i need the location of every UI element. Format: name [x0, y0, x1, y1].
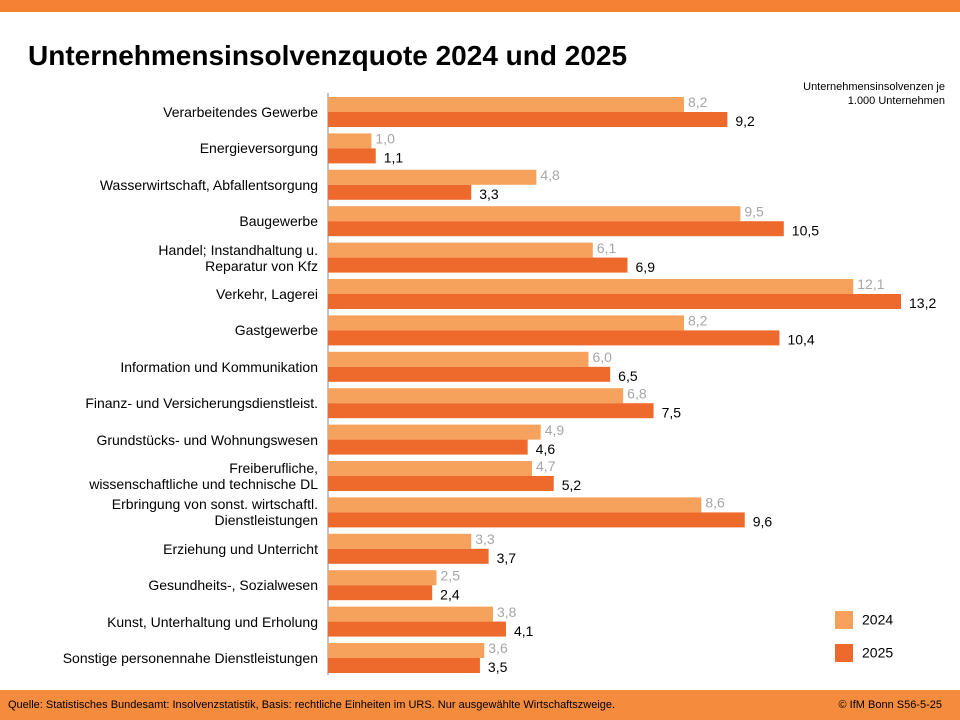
bar — [328, 585, 433, 601]
value-label: 6,8 — [627, 385, 647, 401]
y-tick-label: Sonstige personennahe Dienstleistungen — [62, 650, 318, 666]
top-band — [0, 0, 960, 12]
value-label: 6,0 — [592, 349, 612, 365]
bar — [328, 133, 372, 149]
y-tick-label: Baugewerbe — [239, 213, 318, 230]
value-label: 3,6 — [488, 640, 508, 656]
legend-label: 2025 — [862, 645, 893, 661]
footer-band — [0, 690, 960, 720]
bar — [328, 658, 480, 673]
bar — [328, 439, 528, 455]
y-tick-label: Finanz- und Versicherungsdienstleist. — [85, 395, 318, 412]
bar — [328, 533, 472, 549]
value-label: 4,9 — [545, 422, 565, 438]
value-label: 10,4 — [787, 332, 814, 348]
y-tick-label: Information und Kommunikation — [120, 358, 318, 375]
bar — [328, 279, 854, 294]
y-tick-label: Wasserwirtschaft, Abfallentsorgung — [99, 176, 318, 193]
bar — [328, 97, 684, 112]
bar — [328, 424, 541, 440]
y-tick-label: Erbringung von sonst. wirtschaftl. Diens… — [111, 496, 318, 529]
value-label: 3,5 — [488, 659, 508, 675]
y-tick-label: Gesundheits-, Sozialwesen — [148, 577, 318, 594]
bar — [328, 169, 537, 185]
value-label: 4,7 — [536, 458, 556, 474]
value-label: 12,1 — [857, 276, 884, 292]
bar — [328, 315, 684, 331]
bar — [328, 242, 593, 258]
unit-note: Unternehmensinsolvenzen je 1.000 Unterne… — [803, 81, 945, 107]
value-label: 4,8 — [540, 167, 560, 183]
value-label: 8,2 — [688, 94, 708, 110]
bar — [328, 257, 628, 273]
value-label: 4,6 — [536, 441, 556, 457]
bar — [328, 548, 489, 564]
value-label: 6,1 — [597, 240, 617, 256]
credit: © IfM Bonn S56-5-25 — [838, 699, 943, 711]
bar — [328, 184, 472, 200]
legend-swatch — [835, 644, 853, 662]
value-label: 3,8 — [497, 604, 517, 620]
y-tick-label: Kunst, Unterhaltung und Erholung — [107, 613, 318, 630]
value-label: 1,1 — [384, 150, 404, 166]
value-label: 4,1 — [514, 623, 534, 639]
value-label: 3,7 — [497, 550, 517, 566]
bar — [328, 294, 901, 309]
bar — [328, 148, 376, 164]
bar — [328, 221, 784, 237]
bar — [328, 366, 611, 382]
legend-label: 2024 — [862, 612, 893, 628]
value-label: 8,6 — [705, 495, 725, 511]
value-label: 13,2 — [909, 295, 936, 311]
bar — [328, 330, 780, 346]
value-label: 3,3 — [475, 531, 495, 547]
legend-swatch — [835, 611, 853, 629]
value-label: 2,4 — [440, 586, 460, 602]
chart-title: Unternehmensinsolvenzquote 2024 und 2025 — [28, 40, 628, 71]
bar — [328, 606, 493, 622]
value-label: 3,3 — [479, 186, 499, 202]
bar — [328, 512, 745, 528]
y-tick-label: Energieversorgung — [199, 140, 318, 157]
source: Quelle: Statistisches Bundesamt: Insolve… — [8, 699, 616, 711]
value-label: 5,2 — [562, 477, 582, 493]
value-label: 6,9 — [636, 259, 656, 275]
value-label: 9,6 — [753, 514, 773, 530]
value-label: 9,2 — [735, 113, 755, 129]
value-label: 8,2 — [688, 313, 708, 329]
value-label: 2,5 — [441, 567, 461, 583]
bar — [328, 112, 728, 127]
bar — [328, 403, 654, 419]
bar — [328, 497, 702, 513]
bar — [328, 643, 485, 658]
bar — [328, 461, 533, 476]
value-label: 6,5 — [618, 368, 638, 384]
bar — [328, 476, 554, 491]
value-label: 7,5 — [662, 404, 682, 420]
bar — [328, 351, 589, 367]
y-tick-label: Gastgewerbe — [234, 322, 318, 339]
y-tick-label: Erziehung und Unterricht — [163, 540, 318, 557]
value-label: 1,0 — [375, 131, 395, 147]
value-label: 9,5 — [744, 203, 764, 219]
y-tick-label: Freiberufliche, wissenschaftliche und te… — [89, 460, 318, 492]
y-tick-label: Handel; Instandhaltung u. Reparatur von … — [158, 241, 318, 274]
bar — [328, 388, 624, 404]
bar — [328, 570, 437, 586]
y-tick-label: Grundstücks- und Wohnungswesen — [96, 431, 318, 448]
y-tick-label: Verarbeitendes Gewerbe — [163, 104, 318, 120]
bar — [328, 206, 741, 222]
value-label: 10,5 — [792, 222, 819, 238]
y-tick-label: Verkehr, Lagerei — [216, 286, 318, 302]
bar — [328, 621, 506, 637]
